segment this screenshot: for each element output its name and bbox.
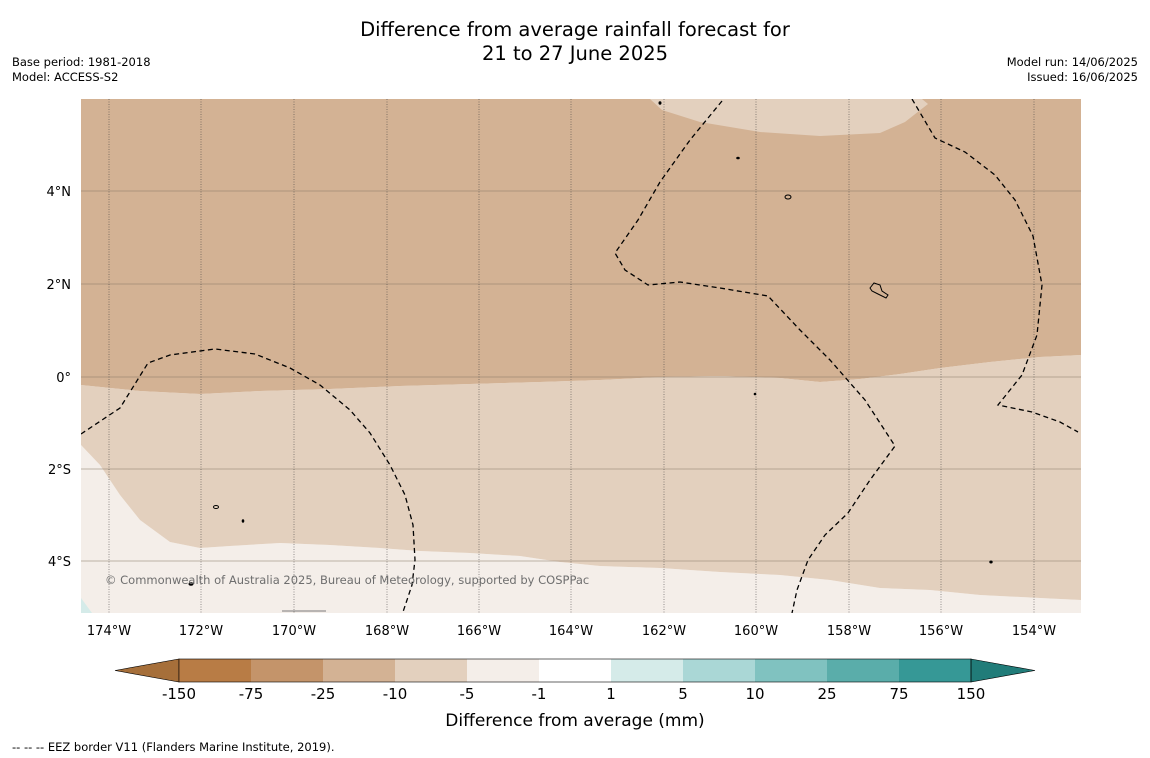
colorbar-tick-label: -1 [532, 685, 547, 703]
colorbar-extend-left [114, 658, 180, 683]
title-line-2: 21 to 27 June 2025 [481, 42, 669, 65]
island-9 [753, 392, 757, 396]
title-line-1: Difference from average rainfall forecas… [360, 18, 790, 41]
lat-label: 2°S [48, 463, 71, 478]
lat-labels: 4°N 2°N 0° 2°S 4°S [47, 185, 72, 570]
lat-grid [81, 190, 1081, 562]
island-4 [869, 282, 889, 299]
model-text: Model: ACCESS-S2 [12, 70, 119, 84]
band-top-patch [650, 99, 928, 136]
island-2 [736, 156, 740, 160]
colorbar [114, 658, 1036, 683]
lat-label: 0° [56, 371, 71, 386]
colorbar-title: Difference from average (mm) [445, 711, 704, 731]
issued-text: Issued: 16/06/2025 [1027, 70, 1138, 84]
colorbar-extend-right [970, 658, 1036, 683]
colorbar-segment [683, 659, 755, 682]
lon-label: 158°W [827, 624, 871, 639]
colorbar-tick-label: 150 [957, 685, 986, 703]
lat-label: 4°N [47, 185, 72, 200]
colorbar-segment [251, 659, 323, 682]
colorbar-tick-label: -10 [383, 685, 408, 703]
map-body [81, 99, 1081, 613]
eez-border-east [911, 99, 1079, 433]
colorbar-segment [899, 659, 971, 682]
lon-label: 172°W [179, 624, 223, 639]
colorbar-tick-label: -75 [239, 685, 264, 703]
colorbar-segment [827, 659, 899, 682]
colorbar-segment [179, 659, 251, 682]
lon-label: 170°W [272, 624, 316, 639]
colorbar-segment [395, 659, 467, 682]
colorbar-tick-labels: -150 -75 -25 -10 -5 -1 1 5 10 25 75 150 [162, 685, 985, 703]
base-period-text: Base period: 1981-2018 [12, 55, 151, 69]
colorbar-segment [539, 659, 611, 682]
eez-border-west [81, 348, 416, 613]
map-title: Difference from average rainfall forecas… [0, 18, 1150, 66]
eez-borders [81, 99, 1079, 613]
model-run-text: Model run: 14/06/2025 [1006, 55, 1138, 69]
band-dark [81, 99, 1081, 394]
band-cyan-corner [81, 598, 92, 613]
island-7 [188, 582, 194, 586]
colorbar-segment [467, 659, 539, 682]
eez-footnote: -- -- -- EEZ border V11 (Flanders Marine… [12, 740, 335, 754]
island-8 [989, 560, 993, 564]
lon-label: 154°W [1012, 624, 1056, 639]
lon-label: 160°W [734, 624, 778, 639]
colorbar-tick-label: -5 [460, 685, 475, 703]
meta-right: Model run: 14/06/2025 Issued: 16/06/2025 [1007, 55, 1138, 85]
island-5 [213, 505, 219, 509]
lat-label: 4°S [48, 555, 71, 570]
lon-label: 174°W [87, 624, 131, 639]
lon-labels: 174°W 172°W 170°W 168°W 166°W 164°W 162°… [87, 624, 1056, 639]
colorbar-segment [323, 659, 395, 682]
islands [188, 101, 993, 612]
lat-label: 2°N [47, 278, 72, 293]
island-1 [658, 101, 662, 105]
colorbar-tick-label: -150 [162, 685, 196, 703]
meta-left: Base period: 1981-2018 Model: ACCESS-S2 [12, 55, 151, 85]
colorbar-tick-label: 25 [817, 685, 836, 703]
colorbar-outline [178, 658, 972, 683]
colorbar-tick-label: -25 [311, 685, 336, 703]
lon-label: 166°W [457, 624, 501, 639]
lon-label: 168°W [365, 624, 409, 639]
lon-label: 164°W [549, 624, 593, 639]
copyright-text: © Commonwealth of Australia 2025, Bureau… [105, 573, 589, 587]
lon-label: 162°W [642, 624, 686, 639]
lon-grid [108, 99, 1035, 613]
band-light [81, 420, 1081, 613]
colorbar-tick-label: 10 [745, 685, 764, 703]
island-3 [784, 194, 792, 200]
colorbar-segment [611, 659, 683, 682]
colorbar-tick-label: 5 [678, 685, 688, 703]
island-6 [241, 519, 245, 523]
band-mid [81, 355, 1081, 600]
colorbar-tick-label: 1 [606, 685, 616, 703]
colorbar-segment [755, 659, 827, 682]
lon-label: 156°W [919, 624, 963, 639]
colorbar-tick-label: 75 [889, 685, 908, 703]
eez-border-north [614, 100, 896, 613]
